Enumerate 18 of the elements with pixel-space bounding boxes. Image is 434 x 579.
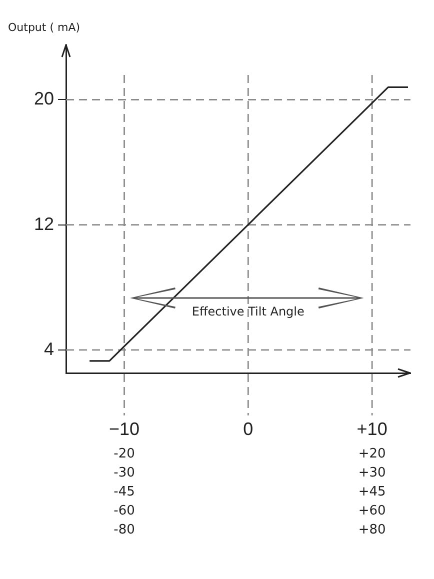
x-tick-label: 0 (243, 419, 254, 440)
text: -45 (114, 484, 135, 500)
x-tick-label: −10 (108, 419, 140, 440)
text: -30 (114, 465, 135, 480)
x-tick-label: +10 (356, 419, 388, 440)
text: -80 (114, 522, 135, 538)
y-tick-label: 12 (34, 214, 54, 234)
text: -20 (114, 446, 135, 462)
text: +45 (358, 484, 386, 500)
annotation: Effective Tilt Angle (192, 304, 304, 318)
text: +80 (358, 522, 386, 538)
text: +30 (358, 465, 386, 480)
text: -60 (114, 503, 135, 518)
y-axis-title: Output ( mA) (8, 21, 80, 34)
text: +60 (358, 503, 386, 518)
y-tick-label: 20 (34, 88, 54, 109)
text: +20 (358, 446, 386, 462)
y-tick-label: 4 (44, 338, 54, 359)
